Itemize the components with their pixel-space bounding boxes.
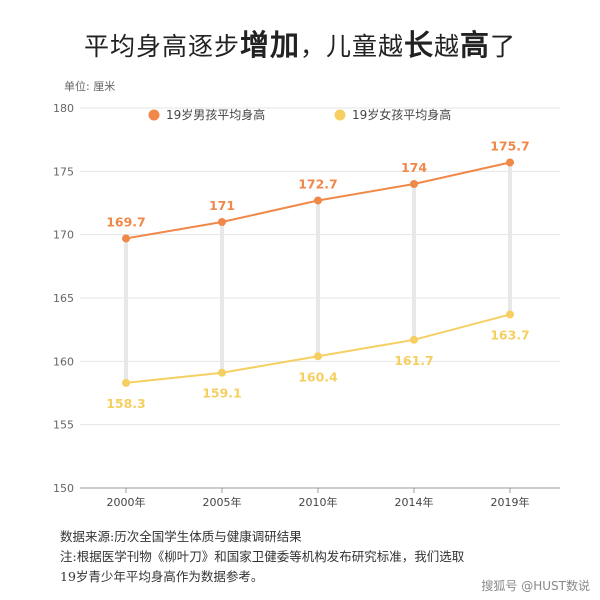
- legend-girls-marker: [334, 109, 346, 121]
- y-tick-label: 160: [53, 355, 74, 368]
- x-tick-label: 2010年: [299, 495, 338, 509]
- x-tick-label: 2014年: [395, 495, 434, 509]
- x-tick-label: 2000年: [107, 495, 146, 509]
- y-tick-label: 175: [53, 165, 74, 178]
- watermark: 搜狐号 @HUST数说: [481, 579, 590, 593]
- legend-boys-marker: [148, 109, 160, 121]
- girls-data-label: 159.1: [202, 386, 242, 401]
- boys-data-label: 175.7: [490, 138, 530, 153]
- y-tick-label: 155: [53, 419, 74, 432]
- legend-boys-label: 19岁男孩平均身高: [166, 107, 265, 122]
- page-title: 平均身高逐步增加，儿童越长越高了: [83, 28, 517, 62]
- girls-data-label: 160.4: [298, 369, 338, 384]
- girls-data-point: [314, 352, 322, 361]
- y-tick-label: 180: [53, 102, 74, 115]
- boys-data-point: [506, 158, 514, 167]
- boys-data-label: 171: [209, 198, 235, 213]
- unit-label: 单位: 厘米: [64, 80, 116, 93]
- source-line-2: 注:根据医学刊物《柳叶刀》和国家卫健委等机构发布研究标准，我们选取: [60, 549, 465, 564]
- girls-data-label: 158.3: [106, 396, 146, 411]
- boys-data-point: [410, 180, 418, 188]
- y-tick-label: 150: [53, 482, 74, 495]
- x-tick-label: 2019年: [491, 495, 530, 509]
- source-line-1: 数据来源:历次全国学生体质与健康调研结果: [60, 529, 302, 544]
- line-chart: 150 155 160 165 170 175 180 2000年 2005年 2010年 2014…: [53, 102, 560, 509]
- boys-data-label: 174: [401, 160, 427, 175]
- girls-data-label: 163.7: [490, 327, 530, 342]
- legend-girls-label: 19岁女孩平均身高: [352, 107, 451, 122]
- boys-data-label: 169.7: [106, 214, 146, 229]
- boys-data-point: [218, 218, 226, 226]
- girls-data-point: [410, 335, 418, 344]
- source-line-3: 19岁青少年平均身高作为数据参考。: [60, 569, 264, 584]
- source-note: 数据来源:历次全国学生体质与健康调研结果 注:根据医学刊物《柳叶刀》和国家卫健委…: [60, 527, 590, 587]
- girls-data-point: [506, 310, 514, 319]
- girls-data-label: 161.7: [394, 353, 434, 368]
- girls-data-point: [218, 368, 226, 377]
- x-tick-label: 2005年: [203, 495, 242, 509]
- boys-data-point: [314, 196, 322, 205]
- boys-data-label: 172.7: [298, 176, 338, 191]
- boys-data-point: [122, 234, 130, 243]
- y-tick-label: 165: [53, 292, 74, 305]
- y-tick-label: 170: [53, 229, 74, 242]
- girls-data-point: [122, 378, 130, 387]
